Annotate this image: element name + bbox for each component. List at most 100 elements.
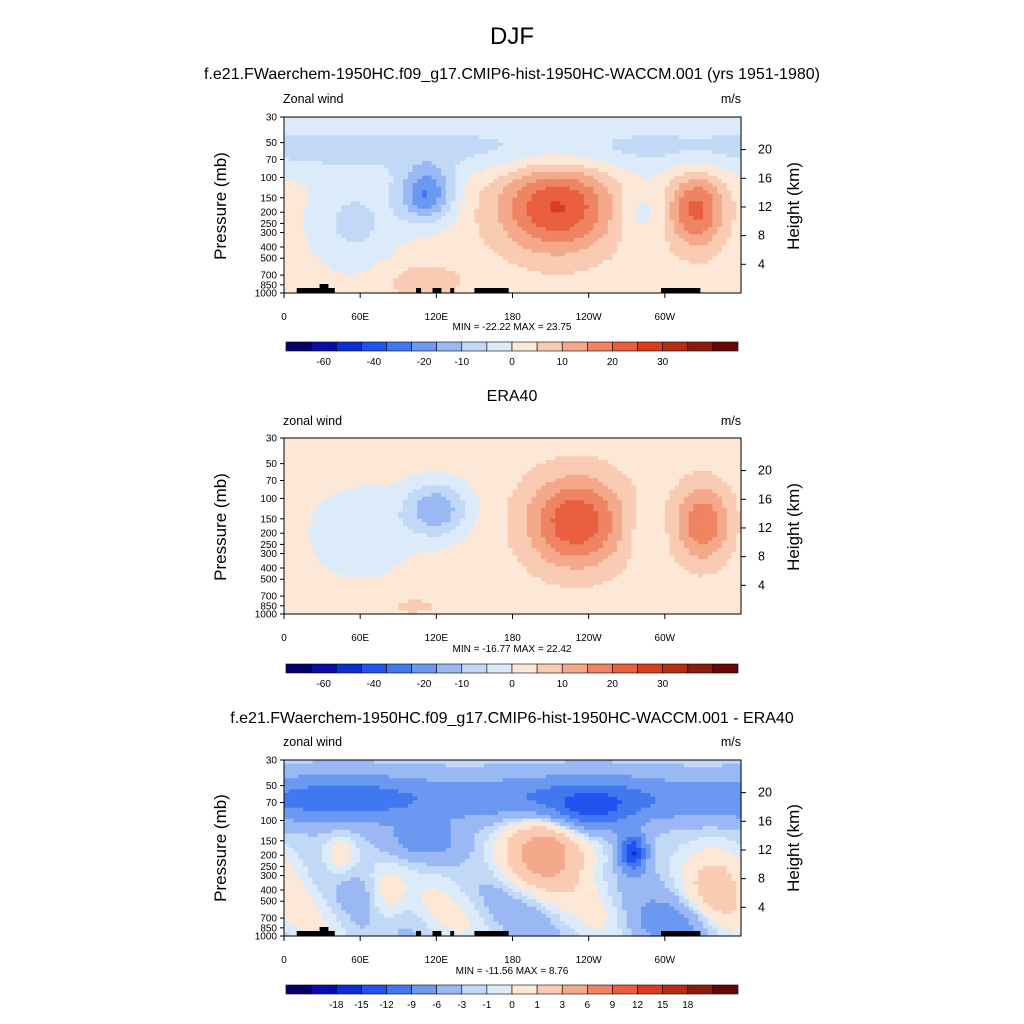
- heatmap-cell: [360, 208, 366, 213]
- heatmap-cell: [664, 234, 671, 239]
- heatmap-cell: [655, 201, 661, 206]
- heatmap-cell: [650, 241, 656, 246]
- heatmap-cell: [545, 168, 552, 173]
- heatmap-cell: [641, 445, 647, 450]
- heatmap-cell: [631, 179, 637, 184]
- heatmap-cell: [583, 249, 590, 254]
- heatmap-cell: [607, 282, 614, 287]
- heatmap-cell: [683, 205, 690, 210]
- heatmap-cell: [412, 238, 418, 243]
- heatmap-cell: [698, 438, 704, 443]
- heatmap-cell: [426, 212, 433, 217]
- heatmap-cell: [636, 128, 642, 133]
- heatmap-cell: [617, 223, 623, 228]
- heatmap-cell: [403, 131, 409, 136]
- heatmap-cell: [303, 201, 309, 206]
- heatmap-cell: [502, 285, 509, 290]
- heatmap-cell: [512, 271, 518, 276]
- heatmap-cell: [650, 117, 656, 122]
- heatmap-cell: [541, 252, 547, 257]
- heatmap-cell: [702, 161, 709, 166]
- heatmap-cell: [445, 120, 452, 125]
- heatmap-cell: [717, 157, 723, 162]
- heatmap-cell: [345, 161, 352, 166]
- heatmap-cell: [574, 124, 580, 129]
- heatmap-cell: [422, 186, 428, 191]
- colorbar-swatch: [486, 341, 513, 352]
- heatmap-cell: [464, 252, 471, 257]
- heatmap-cell: [664, 168, 671, 173]
- heatmap-cell: [431, 186, 437, 191]
- heatmap-cell: [407, 150, 414, 155]
- heatmap-cell: [355, 230, 361, 235]
- heatmap-cell: [555, 223, 561, 228]
- heatmap-cell: [579, 139, 585, 144]
- heatmap-cell: [507, 197, 514, 202]
- heatmap-cell: [707, 289, 714, 294]
- heatmap-cell: [436, 131, 442, 136]
- heatmap-cell: [288, 234, 295, 239]
- heatmap-cell: [602, 153, 609, 158]
- heatmap-cell: [450, 271, 456, 276]
- heatmap-cell: [721, 245, 728, 250]
- heatmap-cell: [403, 445, 409, 450]
- heatmap-cell: [479, 438, 485, 443]
- heatmap-cell: [379, 146, 385, 151]
- heatmap-cell: [360, 146, 366, 151]
- heatmap-cell: [688, 274, 694, 279]
- heatmap-cell: [331, 252, 337, 257]
- heatmap-cell: [674, 274, 680, 279]
- heatmap-cell: [479, 120, 485, 125]
- heatmap-cell: [383, 175, 390, 180]
- heatmap-cell: [331, 175, 337, 180]
- heatmap-cell: [331, 212, 337, 217]
- heatmap-cell: [298, 223, 304, 228]
- heatmap-cell: [641, 153, 647, 158]
- topography-mark: [322, 288, 335, 293]
- heatmap-cell: [360, 438, 366, 443]
- heatmap-cell: [431, 183, 437, 188]
- colorbar-swatch: [712, 341, 739, 352]
- heatmap-cell: [417, 183, 423, 188]
- heatmap-cell: [469, 175, 476, 180]
- heatmap-cell: [460, 135, 466, 140]
- heatmap-cell: [345, 274, 352, 279]
- heatmap-cell: [702, 183, 709, 188]
- heatmap-cell: [383, 186, 390, 191]
- heatmap-cell: [379, 128, 385, 133]
- heatmap-cell: [550, 117, 556, 122]
- heatmap-cell: [341, 219, 347, 224]
- heatmap-cell: [464, 157, 471, 162]
- heatmap-cell: [555, 183, 561, 188]
- heatmap-cell: [641, 157, 647, 162]
- heatmap-cell: [707, 157, 714, 162]
- heatmap-cell: [612, 139, 618, 144]
- heatmap-cell: [403, 175, 409, 180]
- heatmap-cell: [493, 157, 499, 162]
- heatmap-cell: [593, 441, 599, 446]
- heatmap-cell: [488, 124, 495, 129]
- heatmap-cell: [617, 263, 623, 268]
- heatmap-cell: [593, 194, 599, 199]
- heatmap-cell: [583, 230, 590, 235]
- heatmap-cell: [393, 260, 399, 265]
- heatmap-cell: [712, 175, 718, 180]
- heatmap-cell: [441, 219, 447, 224]
- heatmap-cell: [398, 438, 404, 443]
- heatmap-cell: [445, 285, 452, 290]
- heatmap-cell: [336, 267, 342, 272]
- heatmap-cell: [645, 201, 652, 206]
- heatmap-cell: [393, 201, 399, 206]
- heatmap-cell: [422, 179, 428, 184]
- heatmap-cell: [460, 245, 466, 250]
- heatmap-cell: [293, 230, 299, 235]
- heatmap-cell: [369, 150, 376, 155]
- heatmap-cell: [469, 197, 476, 202]
- heatmap-cell: [536, 282, 542, 287]
- heatmap-cell: [398, 289, 404, 294]
- heatmap-cell: [569, 172, 575, 177]
- heatmap-cell: [531, 219, 537, 224]
- heatmap-cell: [669, 267, 675, 272]
- heatmap-cell: [417, 260, 423, 265]
- heatmap-cell: [617, 139, 623, 144]
